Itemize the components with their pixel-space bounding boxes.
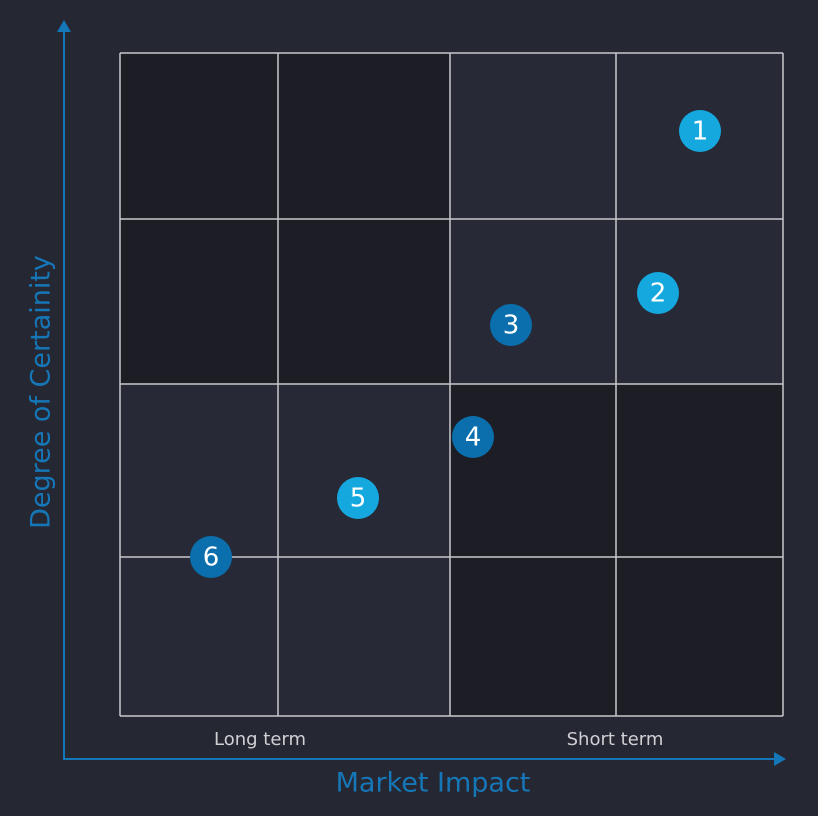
marker-label: 5: [350, 484, 367, 514]
marker: 3: [490, 304, 532, 346]
marker-circle: [637, 272, 679, 314]
marker: 2: [637, 272, 679, 314]
y-arrow: [57, 20, 71, 32]
grid: [119, 52, 784, 717]
column-label: Short term: [567, 729, 664, 750]
y-axis-label: Degree of Certainity: [26, 255, 57, 529]
marker-circle: [490, 304, 532, 346]
axes: [57, 20, 786, 766]
axis-line: [63, 30, 776, 760]
marker: 4: [452, 416, 494, 458]
marker-label: 1: [692, 117, 709, 147]
markers: 1 2 3 4 5 6: [190, 110, 721, 578]
column-label: Long term: [214, 729, 306, 750]
marker-circle: [190, 536, 232, 578]
marker-label: 3: [503, 311, 520, 341]
x-arrow: [774, 752, 786, 766]
marker-circle: [679, 110, 721, 152]
marker-label: 6: [203, 543, 220, 573]
x-axis-label: Market Impact: [336, 768, 531, 799]
marker: 6: [190, 536, 232, 578]
marker: 5: [337, 477, 379, 519]
cell: [120, 384, 450, 716]
marker: 1: [679, 110, 721, 152]
marker-circle: [452, 416, 494, 458]
marker-label: 2: [650, 279, 667, 309]
marker-label: 4: [465, 423, 482, 453]
marker-circle: [337, 477, 379, 519]
